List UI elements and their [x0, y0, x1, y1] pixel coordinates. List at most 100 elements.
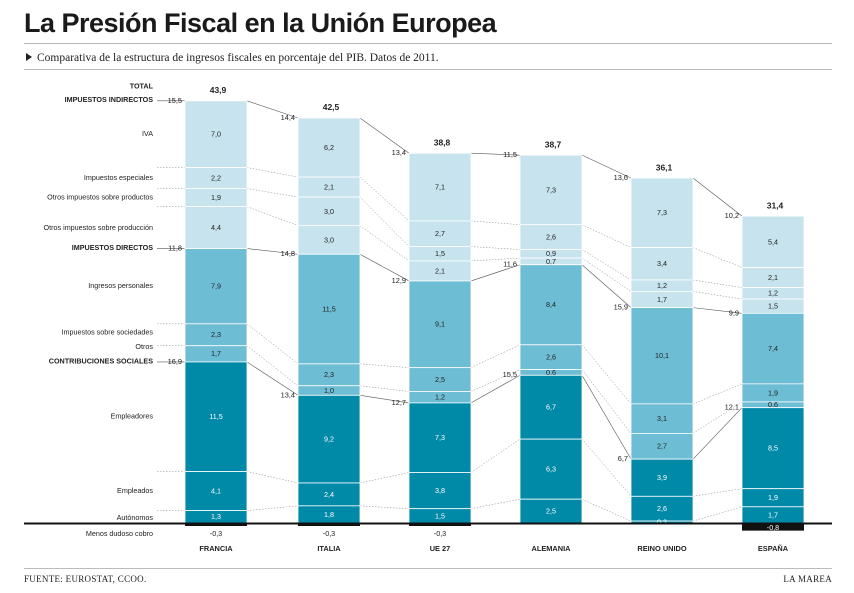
connector-line	[246, 206, 299, 226]
category-label: UE 27	[430, 544, 451, 553]
segment-value-label: 2,2	[211, 173, 221, 182]
bar-segment	[297, 117, 361, 178]
segment-value-label: 3,8	[435, 486, 445, 495]
bar-segment	[297, 225, 361, 255]
bar-total-label: 38,8	[434, 137, 451, 147]
connector-line	[470, 257, 521, 262]
segment-value-label: 7,3	[435, 433, 445, 442]
bar-segment	[408, 280, 472, 369]
connector-line	[692, 383, 743, 405]
connector-line	[581, 264, 632, 308]
segment-value-label: 6,3	[546, 465, 556, 474]
group-total-label: 15,5	[168, 96, 182, 105]
connector-line	[359, 117, 410, 154]
bullet-triangle-icon	[26, 53, 32, 61]
connector-line	[359, 196, 410, 247]
connector-line	[470, 375, 521, 404]
bar-segment	[184, 206, 248, 249]
connector-line	[581, 154, 632, 179]
row-label-dudoso: Menos dudoso cobro	[86, 529, 153, 538]
segment-value-label: 7,9	[211, 282, 221, 291]
subtitle-rule	[24, 69, 832, 70]
bar-segment	[741, 312, 805, 385]
connector-line	[692, 488, 743, 497]
connector-line	[246, 505, 299, 511]
connector-line	[246, 361, 299, 396]
segment-value-label: 7,3	[657, 208, 667, 217]
stacked-bar-chart: 7,0 2,2 1,9 4,4 7,9 2,3 1,7 11,5 4,1 1,3 -0,3 43,9 F…	[24, 82, 832, 553]
connector-line	[246, 100, 299, 119]
row-label-especiales: Impuestos especiales	[84, 173, 154, 182]
segment-value-label: 1,9	[211, 193, 221, 202]
bar-segment	[184, 471, 248, 512]
segment-value-label: 10,1	[655, 351, 669, 360]
connector-line	[692, 291, 743, 300]
segment-value-label: 0,6	[768, 400, 778, 409]
segment-value-label: 0,6	[546, 368, 556, 377]
group-total-label: 13,4	[281, 390, 295, 399]
bar-segment	[519, 264, 583, 346]
bar-segment	[408, 402, 472, 473]
connector-line	[470, 498, 521, 509]
connector-line	[581, 498, 632, 522]
negative-value-label: -0,8	[767, 523, 779, 532]
segment-value-label: 6,7	[546, 403, 556, 412]
row-label-otros_productos: Otros impuestos sobre productos	[47, 192, 153, 201]
row-label-total: TOTAL	[130, 82, 154, 91]
connector-line	[246, 345, 299, 386]
segment-value-label: 2,3	[211, 330, 221, 339]
connector-line	[581, 224, 632, 248]
segment-value-label: 4,1	[211, 486, 221, 495]
connector-line	[359, 472, 410, 484]
segment-value-label: 8,5	[768, 444, 778, 453]
bar-total-label: 42,5	[323, 102, 340, 112]
connector-line	[246, 323, 299, 365]
category-label: FRANCIA	[199, 544, 233, 553]
segment-value-label: 3,1	[657, 414, 667, 423]
segment-value-label: 1,2	[435, 393, 445, 402]
row-label-directos: IMPUESTOS DIRECTOS	[72, 243, 153, 252]
segment-value-label: 2,6	[657, 504, 667, 513]
category-label: ITALIA	[317, 544, 341, 553]
negative-value-label: -0,3	[323, 529, 335, 538]
group-total-label: 13,6	[614, 173, 628, 182]
bar-segment	[297, 196, 361, 227]
segment-value-label: 5,4	[768, 237, 778, 246]
connector-line	[692, 506, 743, 522]
segment-value-label: 9,2	[324, 435, 334, 444]
connector-line	[359, 363, 410, 368]
connector-line	[470, 152, 521, 156]
category-label: ALEMANIA	[531, 544, 571, 553]
segment-value-label: 7,3	[546, 185, 556, 194]
row-label-iva: IVA	[142, 129, 153, 138]
segment-value-label: 2,5	[546, 506, 556, 515]
segment-value-label: 2,7	[657, 442, 667, 451]
segment-value-label: 1,9	[768, 493, 778, 502]
segment-value-label: 1,5	[768, 302, 778, 311]
chart-subtitle: Comparativa de la estructura de ingresos…	[26, 52, 439, 64]
segment-value-label: 1,8	[324, 510, 334, 519]
segment-value-label: 1,0	[324, 386, 334, 395]
group-total-label: 11,8	[168, 243, 182, 252]
bar-total-label: 38,7	[545, 139, 562, 149]
negative-value-label: -0,3	[210, 529, 222, 538]
segment-value-label: 1,2	[768, 289, 778, 298]
segment-value-label: 0,2	[657, 517, 667, 526]
segment-value-label: 11,5	[322, 304, 335, 313]
segment-value-label: 3,0	[324, 207, 334, 216]
bar-segment	[519, 344, 583, 370]
bar-segment	[741, 215, 805, 268]
segment-value-label: 8,4	[546, 300, 556, 309]
segment-value-label: 2,1	[324, 182, 334, 191]
group-total-label: 14,4	[281, 113, 295, 122]
segment-value-label: 2,4	[324, 490, 334, 499]
bar-segment	[519, 224, 583, 250]
group-total-label: 15,9	[614, 303, 628, 312]
row-label-personales: Ingresos personales	[88, 281, 153, 290]
connector-line	[246, 248, 299, 255]
segment-value-label: 4,4	[211, 223, 221, 232]
group-total-label: 10,2	[725, 211, 739, 220]
subtitle-text: Comparativa de la estructura de ingresos…	[37, 52, 439, 64]
bar-segment	[519, 374, 583, 440]
group-total-label: 15,5	[503, 370, 517, 379]
